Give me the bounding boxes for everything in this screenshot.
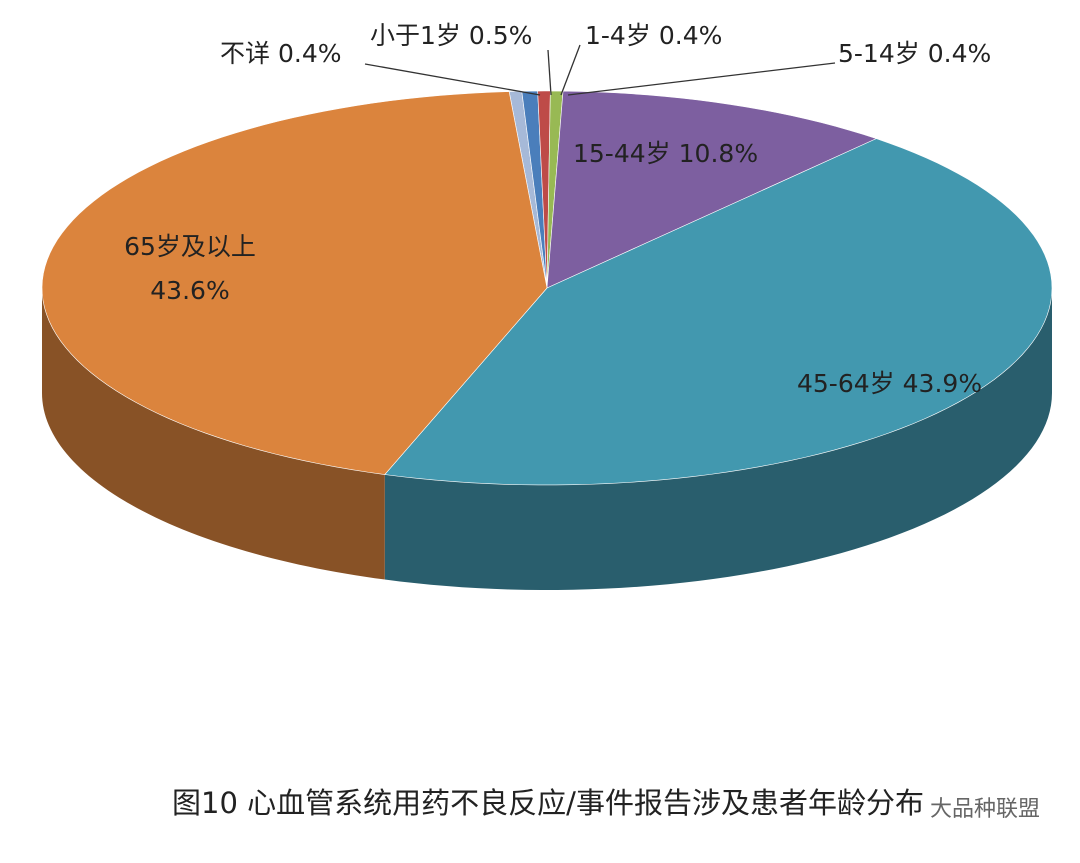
- leader-line: [560, 44, 581, 96]
- slice-label-group: 不详 0.4%: [220, 39, 342, 68]
- slice-label: 小于1岁: [370, 21, 461, 50]
- slice-label: 15-44岁: [573, 139, 671, 168]
- watermark: 大品种联盟: [930, 797, 1040, 822]
- chart-title: 图10 心血管系统用药不良反应/事件报告涉及患者年龄分布: [172, 786, 924, 820]
- slice-label: 不详: [220, 39, 270, 68]
- slice-label-group: 小于1岁 0.5%: [370, 21, 532, 50]
- slice: [384, 138, 1053, 486]
- slice-side: [42, 288, 385, 580]
- slice-label-group: 5-14岁 0.4%: [838, 39, 991, 68]
- slice-label-group: 15-44岁 10.8%: [573, 139, 758, 168]
- pie: [41, 90, 1053, 590]
- slice-label-group: 1-4岁 0.4%: [585, 21, 722, 50]
- value-label: 0.4%: [928, 39, 992, 68]
- value-label: 0.4%: [278, 39, 342, 68]
- value-label: 10.8%: [679, 139, 758, 168]
- value-label: 0.5%: [469, 21, 533, 50]
- slice-side: [384, 288, 1052, 590]
- value-label: 0.4%: [659, 21, 723, 50]
- value-label: 43.6%: [150, 276, 229, 305]
- slice: [41, 91, 548, 475]
- slice-label: 65岁及以上: [124, 232, 256, 261]
- value-label: 43.9%: [903, 369, 982, 398]
- slice-label: 45-64岁: [797, 369, 895, 398]
- leader-line: [567, 62, 836, 96]
- leader-line: [364, 63, 541, 96]
- slice-label: 1-4岁: [585, 21, 651, 50]
- slice: [546, 90, 878, 289]
- leader-line: [547, 49, 552, 96]
- slice-label-group: 45-64岁 43.9%: [797, 369, 982, 398]
- slice-label: 5-14岁: [838, 39, 920, 68]
